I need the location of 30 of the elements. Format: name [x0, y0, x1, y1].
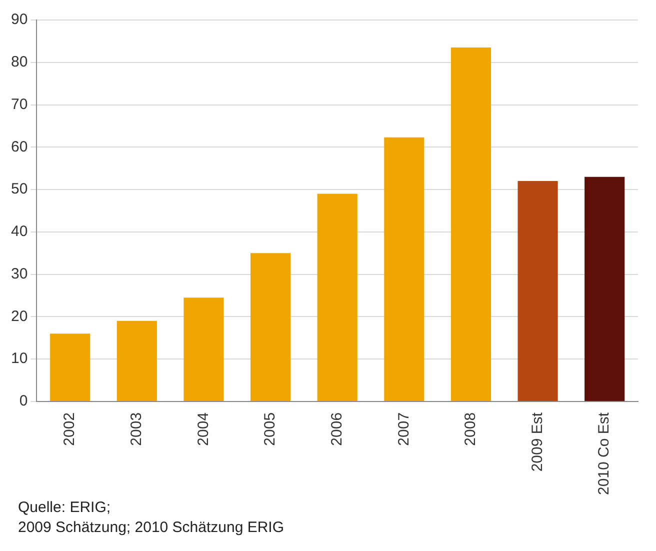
source-note: Quelle: ERIG;: [18, 498, 112, 518]
x-tick-label: 2010 Co Est: [596, 412, 613, 496]
x-tick-label: 2004: [194, 412, 212, 446]
y-tick-label: 50: [10, 180, 28, 198]
x-tick-label: 2008: [462, 412, 480, 446]
bar: [450, 48, 492, 401]
y-tick-label: 80: [10, 54, 28, 71]
y-tick-label: 40: [10, 223, 28, 240]
bar: [116, 320, 157, 401]
bar: [384, 137, 424, 401]
x-tick-label: 2006: [328, 412, 346, 446]
y-tick-label: 90: [10, 11, 28, 28]
y-tick-label: 10: [10, 350, 28, 368]
x-tick-label: 2009 Est: [528, 412, 546, 472]
x-tick-label: 2002: [61, 412, 78, 446]
x-tick-label: 2007: [395, 412, 412, 446]
bar: [584, 176, 625, 401]
bar: [250, 253, 291, 401]
y-tick-label: 20: [10, 308, 28, 325]
x-tick-label: 2005: [262, 412, 279, 446]
bar: [184, 298, 224, 401]
bar: [50, 334, 90, 401]
bar: [518, 181, 558, 401]
bar: [317, 194, 358, 401]
y-tick-label: 30: [10, 265, 28, 282]
y-tick-label: 60: [10, 138, 28, 156]
y-tick-label: 0: [19, 392, 28, 410]
text: 2009 Schätzung; 2010 Schätzung ERIG: [18, 518, 286, 538]
y-tick-label: 70: [10, 96, 28, 113]
x-tick-label: 2003: [128, 412, 146, 446]
